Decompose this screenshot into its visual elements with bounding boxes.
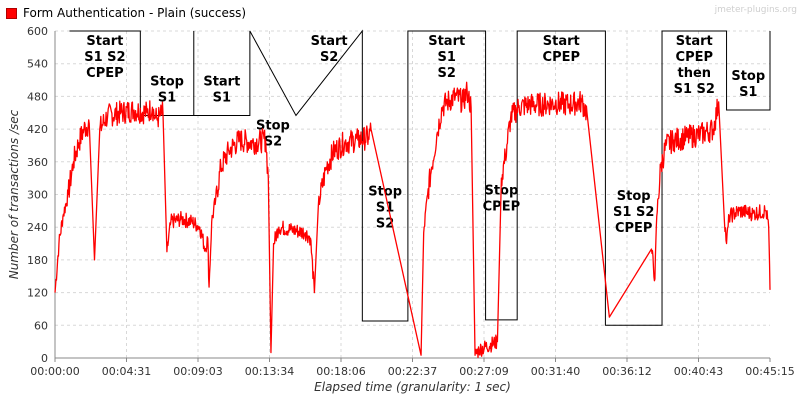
- y-axis-title: Number of transactions /sec: [7, 109, 21, 279]
- y-tick-label: 360: [27, 156, 48, 169]
- x-tick-label: 00:00:00: [30, 365, 79, 378]
- annotation-label-line: Start: [203, 74, 240, 89]
- watermark-text: jmeter-plugins.org: [714, 5, 797, 15]
- annotation-label-line: Stop: [617, 189, 651, 204]
- annotation-label-line: S2: [264, 134, 282, 149]
- annotation-label: Start S1 S2: [428, 34, 465, 81]
- annotation-label-line: S1 S2: [84, 50, 125, 65]
- annotation-label-line: S1 S2: [613, 205, 654, 220]
- annotation-label-line: Stop: [731, 69, 765, 84]
- annotation-label-line: Start: [86, 34, 123, 49]
- annotation-label-line: S1 S2: [674, 82, 715, 97]
- annotation-label-line: S2: [376, 217, 394, 232]
- annotation-label-line: S1: [376, 201, 394, 216]
- annotation-label-line: Stop: [256, 118, 290, 133]
- legend-label: Form Authentication - Plain (success): [23, 6, 247, 20]
- annotation-label-line: Start: [676, 34, 713, 49]
- annotation-label: Start CPEP then S1 S2: [674, 34, 715, 97]
- y-tick-label: 420: [27, 123, 48, 136]
- x-tick-label: 00:27:09: [459, 365, 508, 378]
- x-tick-label: 00:04:31: [102, 365, 151, 378]
- annotation-label-line: S1: [739, 85, 757, 100]
- y-tick-label: 120: [27, 287, 48, 300]
- annotation-label-line: S2: [438, 66, 456, 81]
- x-tick-label: 00:31:40: [531, 365, 580, 378]
- x-tick-label: 00:40:43: [674, 365, 723, 378]
- annotation-label-line: S1: [158, 90, 176, 105]
- x-tick-label: 00:13:34: [245, 365, 294, 378]
- annotation-label: Start S2: [311, 34, 348, 65]
- y-tick-label: 540: [27, 58, 48, 71]
- x-tick-label: 00:45:15: [745, 365, 794, 378]
- x-tick-label: 00:36:12: [602, 365, 651, 378]
- y-tick-label: 480: [27, 90, 48, 103]
- y-tick-label: 240: [27, 221, 48, 234]
- annotation-label-line: Stop: [150, 74, 184, 89]
- annotation-label-line: CPEP: [543, 50, 580, 65]
- x-tick-label: 00:09:03: [173, 365, 222, 378]
- annotation-label-line: S1: [213, 90, 231, 105]
- annotation-outline: [69, 29, 771, 326]
- annotation-label-line: Start: [543, 34, 580, 49]
- y-tick-label: 300: [27, 189, 48, 202]
- x-axis-title: Elapsed time (granularity: 1 sec): [314, 380, 511, 394]
- annotation-label-line: S2: [320, 50, 338, 65]
- x-tick-label: 00:22:37: [388, 365, 437, 378]
- annotation-label: Stop S1 S2 CPEP: [613, 189, 654, 236]
- series-line: [54, 81, 771, 359]
- annotation-label: Stop S1: [731, 69, 765, 100]
- annotation-label: Start S1 S2 CPEP: [84, 34, 125, 81]
- annotation-label: Start S1: [203, 74, 240, 105]
- legend-swatch: [6, 7, 17, 19]
- chart-legend: Form Authentication - Plain (success): [6, 6, 246, 20]
- x-tick-label: 00:18:06: [316, 365, 365, 378]
- annotation-label-line: CPEP: [483, 200, 520, 215]
- annotation-label-line: S1: [438, 50, 456, 65]
- y-tick-label: 180: [27, 254, 48, 267]
- annotation-label-line: Start: [311, 34, 348, 49]
- annotation-label-line: CPEP: [676, 50, 713, 65]
- annotation-label: Start CPEP: [543, 34, 580, 65]
- y-tick-label: 0: [41, 352, 48, 365]
- annotation-label-line: CPEP: [615, 221, 652, 236]
- annotation-label-line: then: [678, 66, 712, 81]
- y-tick-label: 600: [27, 25, 48, 38]
- annotation-label-line: Start: [428, 34, 465, 49]
- annotation-label-line: CPEP: [86, 66, 123, 81]
- y-tick-label: 60: [34, 319, 48, 332]
